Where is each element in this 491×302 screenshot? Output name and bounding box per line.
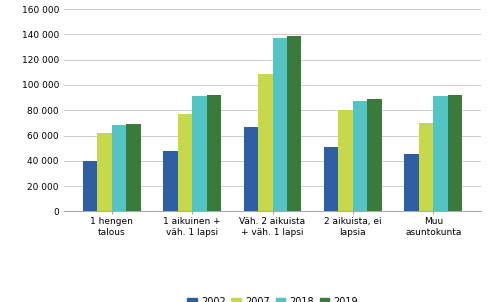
Bar bbox=[207, 95, 221, 211]
Bar bbox=[338, 110, 353, 211]
Bar bbox=[126, 124, 141, 211]
Bar bbox=[404, 155, 419, 211]
Bar bbox=[178, 114, 192, 211]
Bar bbox=[367, 99, 382, 211]
Bar bbox=[273, 38, 287, 211]
Bar bbox=[112, 125, 126, 211]
Bar bbox=[97, 133, 112, 211]
Bar bbox=[163, 151, 178, 211]
Bar bbox=[433, 96, 448, 211]
Bar bbox=[324, 147, 338, 211]
Bar bbox=[353, 101, 367, 211]
Bar bbox=[287, 36, 301, 211]
Bar bbox=[258, 74, 273, 211]
Bar bbox=[244, 127, 258, 211]
Legend: 2002, 2007, 2018, 2019: 2002, 2007, 2018, 2019 bbox=[183, 293, 362, 302]
Bar bbox=[83, 161, 97, 211]
Bar bbox=[192, 96, 207, 211]
Bar bbox=[419, 123, 433, 211]
Bar bbox=[448, 95, 462, 211]
